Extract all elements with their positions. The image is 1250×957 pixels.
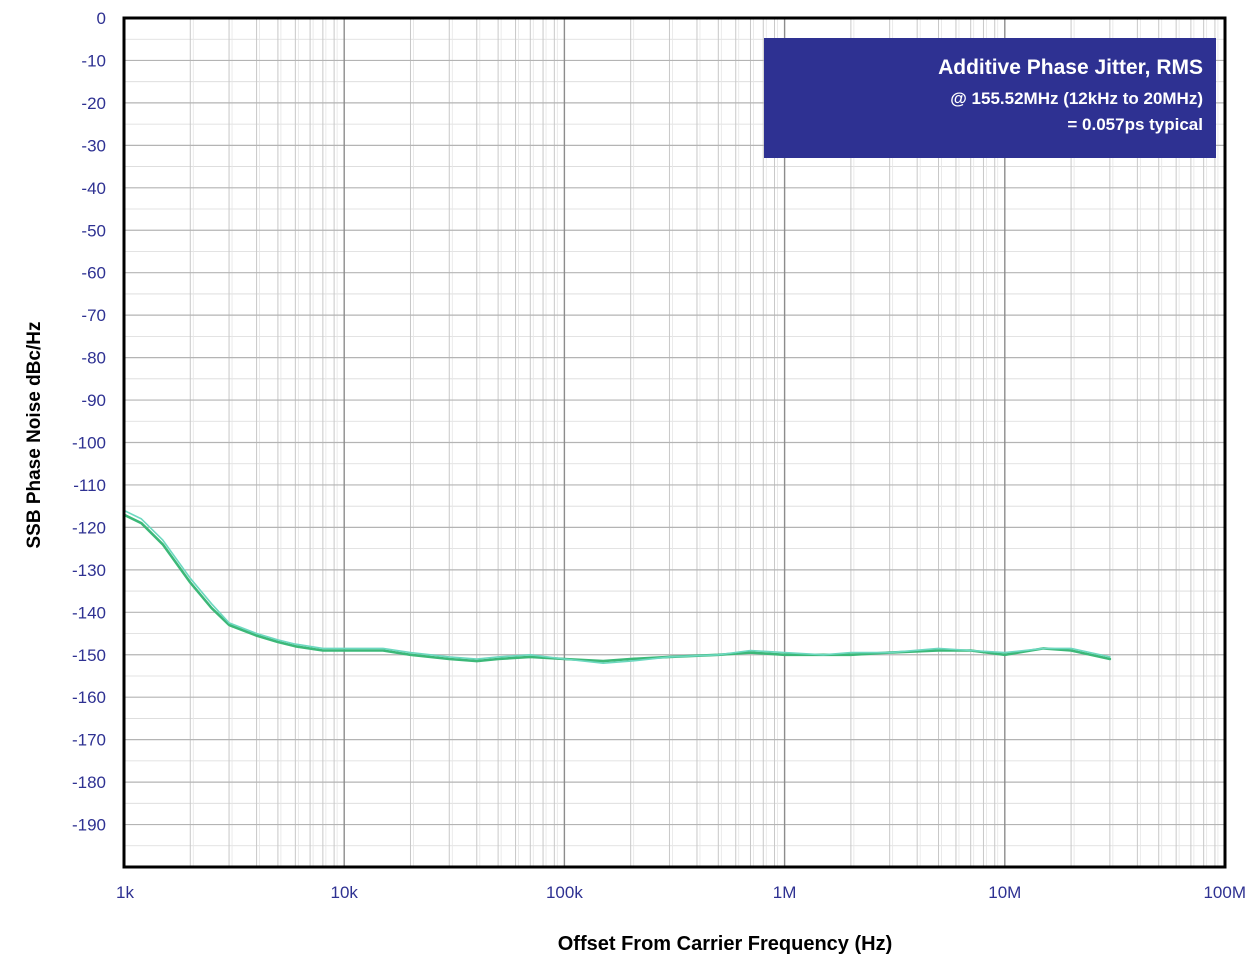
x-tick-labels: 1k 10k 100k 1M 10M 100M	[116, 883, 1246, 902]
x-tick-label: 10M	[988, 883, 1021, 902]
y-tick-label: -60	[81, 264, 106, 283]
x-tick-label: 100M	[1203, 883, 1246, 902]
series-line-1	[122, 513, 1112, 663]
plot-frame	[122, 16, 1227, 869]
y-tick-label: 0	[97, 9, 106, 28]
annotation-line-3: = 0.057ps typical	[1067, 115, 1203, 134]
y-tick-labels: 0 -10 -20 -30 -40 -50 -60 -70 -80 -90 -100 -110 -120…	[72, 9, 106, 835]
y-tick-label: -80	[81, 349, 106, 368]
y-tick-label: -150	[72, 646, 106, 665]
y-tick-label: -30	[81, 136, 106, 155]
series-line-2	[123, 509, 1111, 665]
annotation-background	[764, 38, 1216, 158]
x-tick-label: 1k	[116, 883, 134, 902]
y-tick-label: -140	[72, 603, 106, 622]
y-axis-label: SSB Phase Noise dBc/Hz	[24, 321, 45, 548]
y-tick-label: -10	[81, 51, 106, 70]
annotation-line-1: Additive Phase Jitter, RMS	[938, 56, 1203, 79]
series-layer	[122, 509, 1112, 665]
x-tick-label: 10k	[330, 883, 358, 902]
y-tick-label: -20	[81, 94, 106, 113]
y-tick-label: -190	[72, 816, 106, 835]
y-tick-label: -50	[81, 221, 106, 240]
annotation-box: Additive Phase Jitter, RMS @ 155.52MHz (…	[764, 38, 1216, 158]
annotation-line-2: @ 155.52MHz (12kHz to 20MHz)	[950, 89, 1203, 108]
y-tick-label: -170	[72, 731, 106, 750]
y-tick-label: -40	[81, 179, 106, 198]
x-tick-label: 100k	[546, 883, 583, 902]
x-tick-label: 1M	[773, 883, 797, 902]
y-tick-label: -90	[81, 391, 106, 410]
y-tick-label: -180	[72, 773, 106, 792]
y-tick-label: -70	[81, 306, 106, 325]
y-tick-label: -120	[72, 518, 106, 537]
y-tick-label: -110	[73, 476, 106, 495]
x-axis-label: Offset From Carrier Frequency (Hz)	[558, 933, 893, 955]
y-tick-label: -130	[72, 561, 106, 580]
y-tick-label: -100	[72, 434, 106, 453]
y-tick-label: -160	[72, 688, 106, 707]
